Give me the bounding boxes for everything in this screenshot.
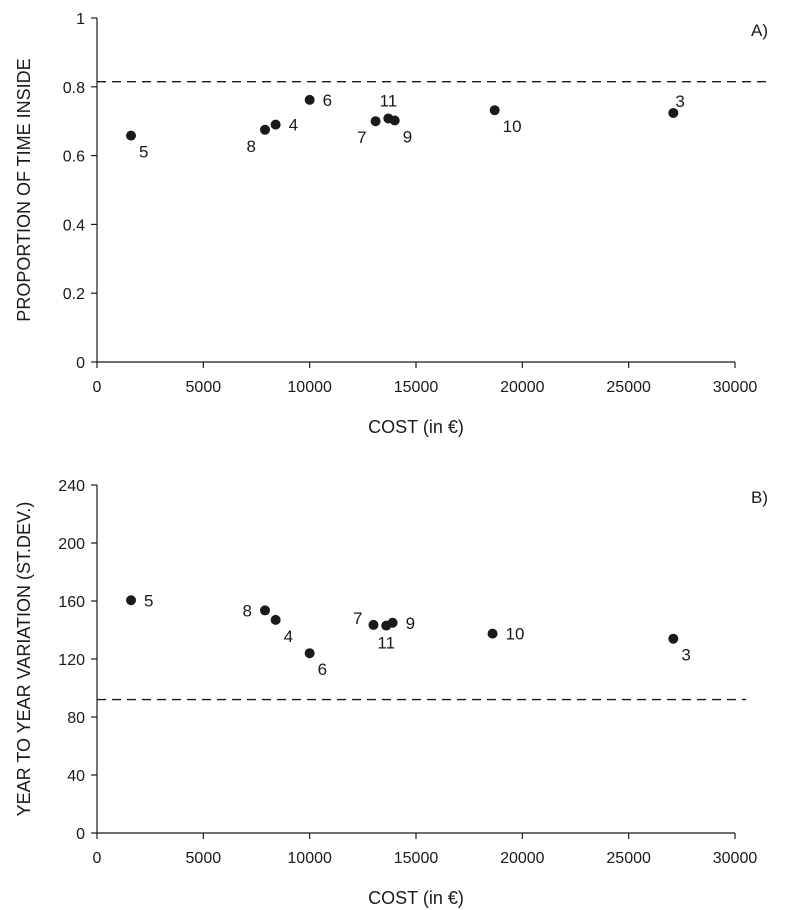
panel-b-x-tick-label: 30000 xyxy=(713,850,758,867)
panel-a-x-tick-label: 30000 xyxy=(713,379,758,396)
panel-a-x-tick-label: 20000 xyxy=(500,379,545,396)
panel-b-x-tick-label: 0 xyxy=(93,850,102,867)
panel-a-x-tick-label: 5000 xyxy=(186,379,222,396)
panel-b-point-label: 11 xyxy=(377,634,395,653)
panel-b-y-axis-title: YEAR TO YEAR VARIATION (ST.DEV.) xyxy=(14,502,34,817)
panel-a-y-tick-label: 1 xyxy=(76,11,85,28)
panel-b-x-tick-label: 10000 xyxy=(287,850,332,867)
panel-b-y-tick-label: 40 xyxy=(67,768,85,785)
panel-b-data-point xyxy=(668,633,679,644)
panel-a-data-point xyxy=(260,124,271,135)
panel-a-data-point xyxy=(489,105,500,116)
panel-b-y-tick-label: 120 xyxy=(58,652,85,669)
panel-b-x-tick-label: 20000 xyxy=(500,850,545,867)
panel-b-data-point xyxy=(270,614,281,625)
panel-b-point-label: 8 xyxy=(243,601,252,620)
panel-b-point-label: 4 xyxy=(284,627,293,646)
panel-b-x-tick-label: 25000 xyxy=(606,850,651,867)
panel-b-y-tick-label: 80 xyxy=(67,710,85,727)
panel-a-y-tick-label: 0.6 xyxy=(63,149,85,166)
panel-a-panel-label: A) xyxy=(751,21,768,40)
panel-b-y-tick-label: 200 xyxy=(58,536,85,553)
panel-b-data-point xyxy=(126,595,137,606)
panel-b-y-tick-label: 0 xyxy=(76,826,85,843)
panel-b-y-tick-label: 160 xyxy=(58,594,85,611)
panel-b-point-label: 3 xyxy=(681,646,690,665)
panel-b-point-label: 7 xyxy=(353,609,362,628)
panel-b-point-label: 5 xyxy=(144,591,153,610)
panel-b-data-point xyxy=(304,648,315,659)
panel-b-x-tick-label: 5000 xyxy=(186,850,222,867)
panel-a-x-tick-label: 25000 xyxy=(606,379,651,396)
panel-b-point-label: 10 xyxy=(506,625,525,644)
panel-a-point-label: 3 xyxy=(675,92,684,111)
panel-a-x-tick-label: 10000 xyxy=(287,379,332,396)
panel-a-data-point xyxy=(126,130,137,141)
panel-b-data-point xyxy=(387,617,398,628)
panel-a-data-point xyxy=(389,115,400,126)
panel-b-point-label: 6 xyxy=(318,660,327,679)
panel-a-data-point xyxy=(370,116,381,127)
panel-a-point-label: 6 xyxy=(323,91,332,110)
panel-a-y-tick-label: 0.2 xyxy=(63,286,85,303)
panel-b-point-label: 9 xyxy=(406,614,415,633)
panel-b-data-point xyxy=(260,605,271,616)
panel-a-point-label: 10 xyxy=(503,117,522,136)
panel-a-y-axis-title: PROPORTION OF TIME INSIDE xyxy=(14,58,34,321)
panel-b-x-tick-label: 15000 xyxy=(394,850,439,867)
panel-a-data-point xyxy=(668,107,679,118)
panel-a-point-label: 7 xyxy=(357,128,366,147)
panel-a-y-tick-label: 0 xyxy=(76,355,85,372)
panel-a-x-axis-title: COST (in €) xyxy=(368,417,464,437)
panel-b-panel-label: B) xyxy=(751,488,768,507)
panel-a-data-point xyxy=(270,119,281,130)
panel-b-x-axis-title: COST (in €) xyxy=(368,888,464,908)
panel-a-data-point xyxy=(304,94,315,105)
panel-a-x-tick-label: 15000 xyxy=(394,379,439,396)
panel-b-y-tick-label: 240 xyxy=(58,478,85,495)
panel-a-point-label: 4 xyxy=(289,116,298,135)
panel-b-chart: 0 40 80 120 160 200 240 0 5000 10000 15000 20000 250… xyxy=(14,478,768,908)
panel-a-point-label: 9 xyxy=(403,128,412,147)
panel-a-point-label: 11 xyxy=(380,91,398,110)
panel-a-x-tick-label: 0 xyxy=(93,379,102,396)
panel-a-chart: 00.20.40.60.810 5000 10000 15000 20000 25000 3… xyxy=(14,11,768,437)
panel-b-data-point xyxy=(368,619,379,630)
panel-a-y-tick-label: 0.4 xyxy=(63,217,85,234)
panel-a-point-label: 8 xyxy=(247,137,256,156)
panel-a-y-tick-label: 0.8 xyxy=(63,80,85,97)
panel-a-point-label: 5 xyxy=(139,143,148,162)
panel-b-data-point xyxy=(487,628,498,639)
